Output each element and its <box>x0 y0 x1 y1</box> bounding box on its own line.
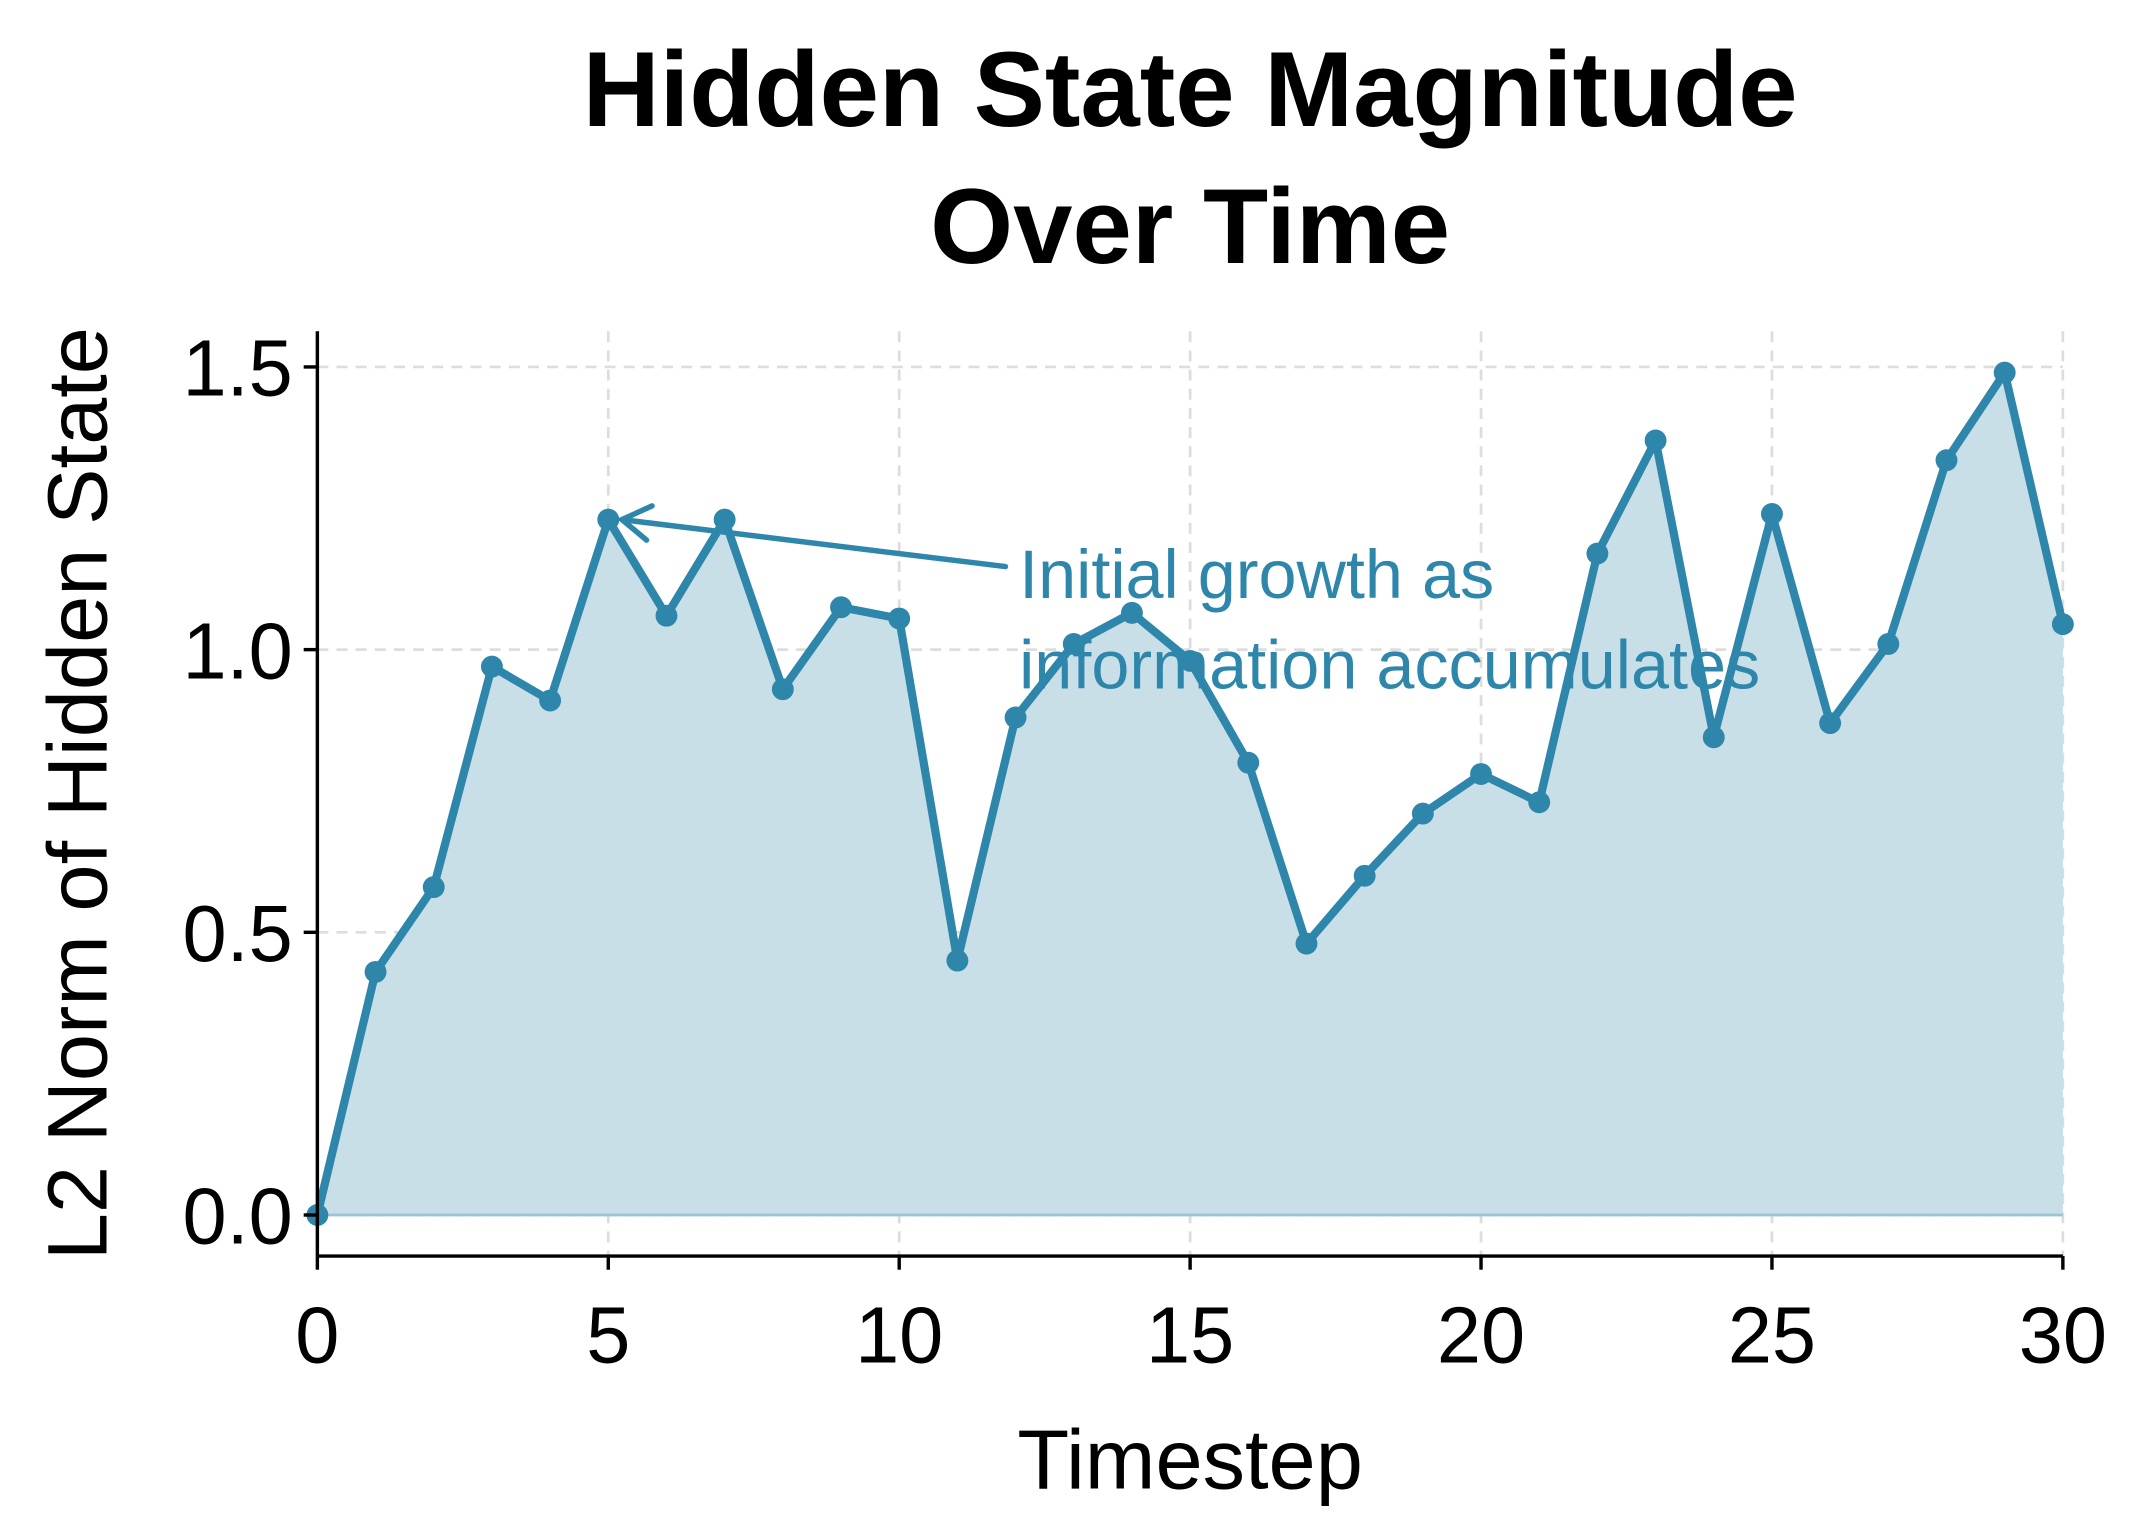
data-point <box>480 655 503 678</box>
data-point <box>1411 802 1434 825</box>
x-tick-label: 15 <box>1146 1291 1234 1380</box>
x-ticks: 0 5 10 15 20 25 30 <box>295 1256 2107 1380</box>
x-tick-label: 30 <box>2019 1291 2107 1380</box>
data-point <box>1295 932 1318 955</box>
x-tick-label: 10 <box>855 1291 943 1380</box>
x-tick-label: 25 <box>1728 1291 1816 1380</box>
data-point <box>2051 613 2074 636</box>
data-point <box>830 596 852 619</box>
y-axis-label: L2 Norm of Hidden State <box>30 327 125 1260</box>
data-point <box>946 949 969 972</box>
annotation-text: information accumulates <box>1019 627 1760 703</box>
data-point <box>1528 791 1551 814</box>
data-point <box>1062 633 1085 655</box>
data-point <box>1761 502 1783 525</box>
data-point <box>1120 601 1143 624</box>
y-tick-label: 0.0 <box>182 1172 292 1261</box>
data-point <box>1644 429 1667 452</box>
data-point <box>1819 712 1842 735</box>
data-point <box>364 960 387 983</box>
area-fill <box>317 372 2063 1216</box>
data-point <box>1702 726 1725 749</box>
annotation-text: Initial growth as <box>1019 537 1494 613</box>
x-tick-label: 20 <box>1437 1291 1525 1380</box>
chart-title-line-1: Hidden State Magnitude <box>583 29 1798 149</box>
data-point <box>1237 751 1260 774</box>
y-tick-label: 1.0 <box>182 606 292 695</box>
y-ticks: 0.0 0.5 1.0 1.5 <box>182 324 318 1261</box>
data-point <box>1470 763 1492 785</box>
data-point <box>1586 542 1609 565</box>
annotation-arrow <box>619 516 1009 570</box>
y-tick-label: 1.5 <box>182 324 292 413</box>
data-point <box>888 607 911 630</box>
data-point <box>422 876 445 899</box>
x-axis-label: Timestep <box>1017 1412 1363 1507</box>
arrow-head-icon <box>616 503 655 543</box>
data-point <box>1353 864 1376 887</box>
data-point <box>1179 649 1202 672</box>
data-point <box>713 508 736 531</box>
data-point <box>1935 449 1958 472</box>
data-point <box>1004 706 1027 729</box>
data-markers <box>306 361 2074 1226</box>
x-tick-label: 0 <box>295 1291 339 1380</box>
data-point <box>597 508 620 531</box>
data-point <box>655 604 678 627</box>
data-point <box>539 689 562 712</box>
y-tick-label: 0.5 <box>182 889 292 978</box>
chart-title-line-2: Over Time <box>930 166 1450 286</box>
data-point <box>1993 361 2016 384</box>
data-point <box>771 678 794 701</box>
annotation: Initial growth as information accumulates <box>616 503 1760 703</box>
data-point <box>1877 633 1900 655</box>
x-tick-label: 5 <box>586 1291 630 1380</box>
